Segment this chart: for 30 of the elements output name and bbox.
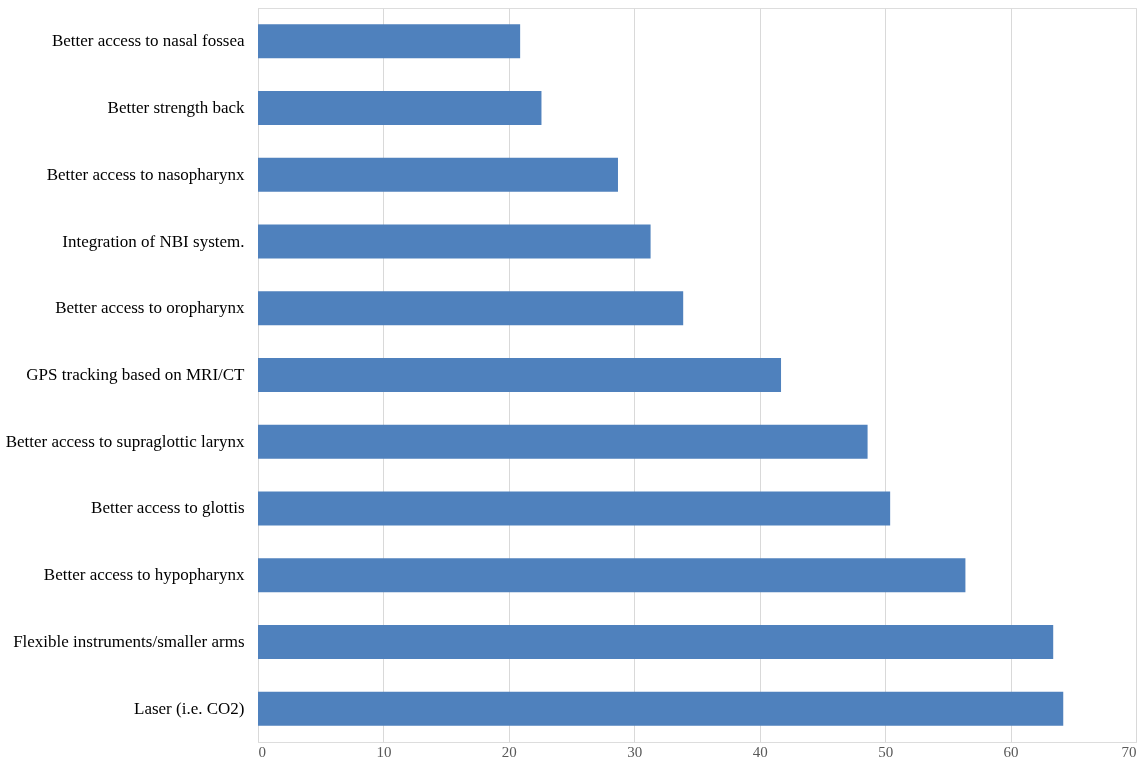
x-tick-label: 0 — [258, 743, 266, 760]
bar — [258, 157, 618, 192]
bar — [258, 691, 1064, 726]
x-tick-label: 20 — [501, 743, 517, 760]
y-tick-label: Better strength back — [107, 98, 245, 118]
y-tick-label: Flexible instruments/smaller arms — [13, 631, 245, 651]
bar — [258, 291, 684, 326]
y-tick-label: Better access to glottis — [91, 498, 245, 518]
bar — [258, 91, 542, 126]
bar — [258, 24, 521, 59]
y-tick-label: Better access to nasal fossea — [51, 31, 245, 51]
x-tick-label: 30 — [627, 743, 643, 760]
x-tick-label: 10 — [376, 743, 392, 760]
bar — [258, 491, 891, 526]
y-tick-label: Better access to oropharynx — [55, 298, 245, 318]
bar — [258, 224, 651, 259]
x-tick-label: 40 — [752, 743, 768, 760]
y-tick-label: Integration of NBI system. — [62, 231, 245, 251]
y-tick-label: Better access to hypopharynx — [43, 565, 245, 585]
y-tick-label: Better access to supraglottic larynx — [5, 431, 245, 451]
x-tick-label: 70 — [1121, 743, 1137, 760]
x-tick-label: 60 — [1003, 743, 1019, 760]
y-tick-label: Better access to nasopharynx — [46, 164, 245, 184]
bar — [258, 424, 868, 459]
y-tick-label: GPS tracking based on MRI/CT — [26, 365, 246, 384]
y-tick-label: Laser (i.e. CO2) — [134, 698, 245, 718]
x-tick-label: 50 — [878, 743, 894, 760]
bar — [258, 558, 966, 593]
bar — [258, 358, 782, 392]
bar — [258, 624, 1054, 659]
